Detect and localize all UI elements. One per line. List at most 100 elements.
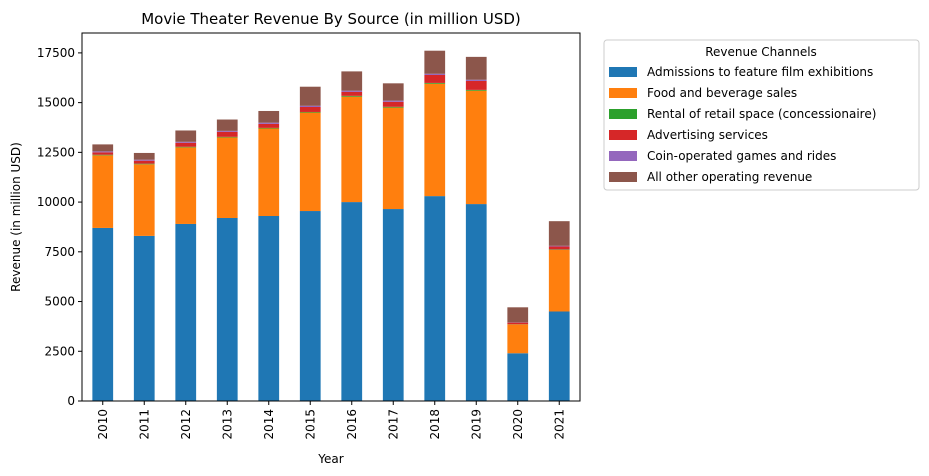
bar-segment (382, 101, 404, 107)
legend-swatch (609, 130, 637, 140)
x-tick-label: 2014 (262, 409, 276, 440)
chart-title: Movie Theater Revenue By Source (in mill… (141, 10, 521, 28)
legend-swatch (609, 151, 637, 161)
legend-label: Rental of retail space (concessionaire) (647, 107, 876, 121)
bar-segment (92, 227, 114, 401)
bar-segment (548, 311, 570, 401)
legend: Revenue Channels Admissions to feature f… (603, 39, 920, 191)
bars-layer (92, 50, 570, 401)
bar-segment (216, 119, 238, 131)
legend-items: Admissions to feature film exhibitions Fo… (609, 65, 876, 184)
y-axis: 0 2500 5000 7500 10000 12500 15000 17500 (37, 46, 82, 408)
bar-segment (382, 100, 404, 102)
bar-segment (424, 73, 446, 75)
bar-segment (465, 79, 487, 81)
x-tick-label: 2011 (137, 409, 151, 440)
bar-segment (465, 90, 487, 205)
bar-segment (258, 122, 280, 124)
legend-title: Revenue Channels (705, 45, 817, 59)
bar-segment (92, 154, 114, 156)
bar-segment (382, 209, 404, 401)
y-tick-label: 15000 (37, 96, 75, 110)
y-tick-label: 5000 (44, 295, 75, 309)
bar-segment (465, 56, 487, 80)
bar-segment (424, 196, 446, 401)
y-tick-label: 7500 (44, 245, 75, 259)
bar-segment (216, 130, 238, 132)
legend-label: Food and beverage sales (647, 86, 797, 100)
legend-swatch (609, 67, 637, 77)
bar-segment (507, 324, 529, 354)
bar-segment (175, 147, 197, 224)
bar-segment (175, 141, 197, 143)
bar-segment (92, 152, 114, 155)
bar-segment (548, 221, 570, 246)
bar-segment (258, 128, 280, 217)
bar-segment (216, 217, 238, 401)
x-tick-label: 2018 (428, 409, 442, 440)
x-tick-label: 2019 (469, 409, 483, 440)
bar-segment (507, 322, 529, 325)
bar-segment (382, 107, 404, 210)
x-tick-label: 2013 (220, 409, 234, 440)
bar-segment (216, 131, 238, 137)
bar-segment (175, 223, 197, 401)
bar-segment (175, 146, 197, 148)
bar-segment (341, 90, 363, 92)
legend-label: Advertising services (647, 128, 768, 142)
bar-segment (299, 105, 321, 107)
bar-segment (341, 71, 363, 91)
bar-segment (299, 111, 321, 113)
legend-label: All other operating revenue (647, 170, 812, 184)
y-axis-label: Revenue (in million USD) (9, 142, 23, 292)
bar-segment (133, 164, 155, 236)
bar-segment (465, 204, 487, 401)
x-tick-label: 2010 (96, 409, 110, 440)
x-axis-label: Year (317, 452, 343, 466)
plot-frame (81, 32, 581, 402)
y-tick-label: 17500 (37, 46, 75, 60)
bar-segment (258, 216, 280, 401)
legend-label: Coin-operated games and rides (647, 149, 836, 163)
bar-segment (299, 86, 321, 106)
bar-segment (382, 83, 404, 101)
bar-segment (133, 163, 155, 165)
bar-segment (258, 123, 280, 128)
x-tick-label: 2016 (345, 409, 359, 440)
bar-segment (299, 112, 321, 212)
bar-segment (258, 127, 280, 129)
x-tick-label: 2021 (552, 409, 566, 440)
y-tick-label: 12500 (37, 145, 75, 159)
x-tick-label: 2017 (386, 409, 400, 440)
bar-segment (133, 152, 155, 160)
legend-swatch (609, 172, 637, 182)
bar-segment (299, 106, 321, 112)
bar-segment (424, 83, 446, 197)
bar-segment (548, 249, 570, 312)
bar-segment (258, 110, 280, 123)
bar-segment (507, 353, 529, 401)
bar-segment (133, 235, 155, 401)
x-tick-label: 2012 (179, 409, 193, 440)
bar-segment (133, 159, 155, 161)
bar-segment (216, 136, 238, 138)
y-tick-label: 2500 (44, 344, 75, 358)
bar-segment (92, 155, 114, 228)
bar-segment (92, 151, 114, 153)
bar-segment (341, 91, 363, 96)
bar-segment (548, 246, 570, 250)
bar-segment (133, 160, 155, 164)
bar-segment (465, 80, 487, 90)
y-tick-label: 10000 (37, 195, 75, 209)
bar-segment (424, 74, 446, 83)
bar-segment (424, 82, 446, 84)
legend-label: Admissions to feature film exhibitions (647, 65, 873, 79)
y-tick-label: 0 (67, 394, 75, 408)
x-tick-label: 2015 (303, 409, 317, 440)
bar-segment (341, 96, 363, 203)
bar-segment (341, 202, 363, 401)
legend-swatch (609, 88, 637, 98)
bar-segment (382, 106, 404, 108)
x-tick-label: 2020 (511, 409, 525, 440)
